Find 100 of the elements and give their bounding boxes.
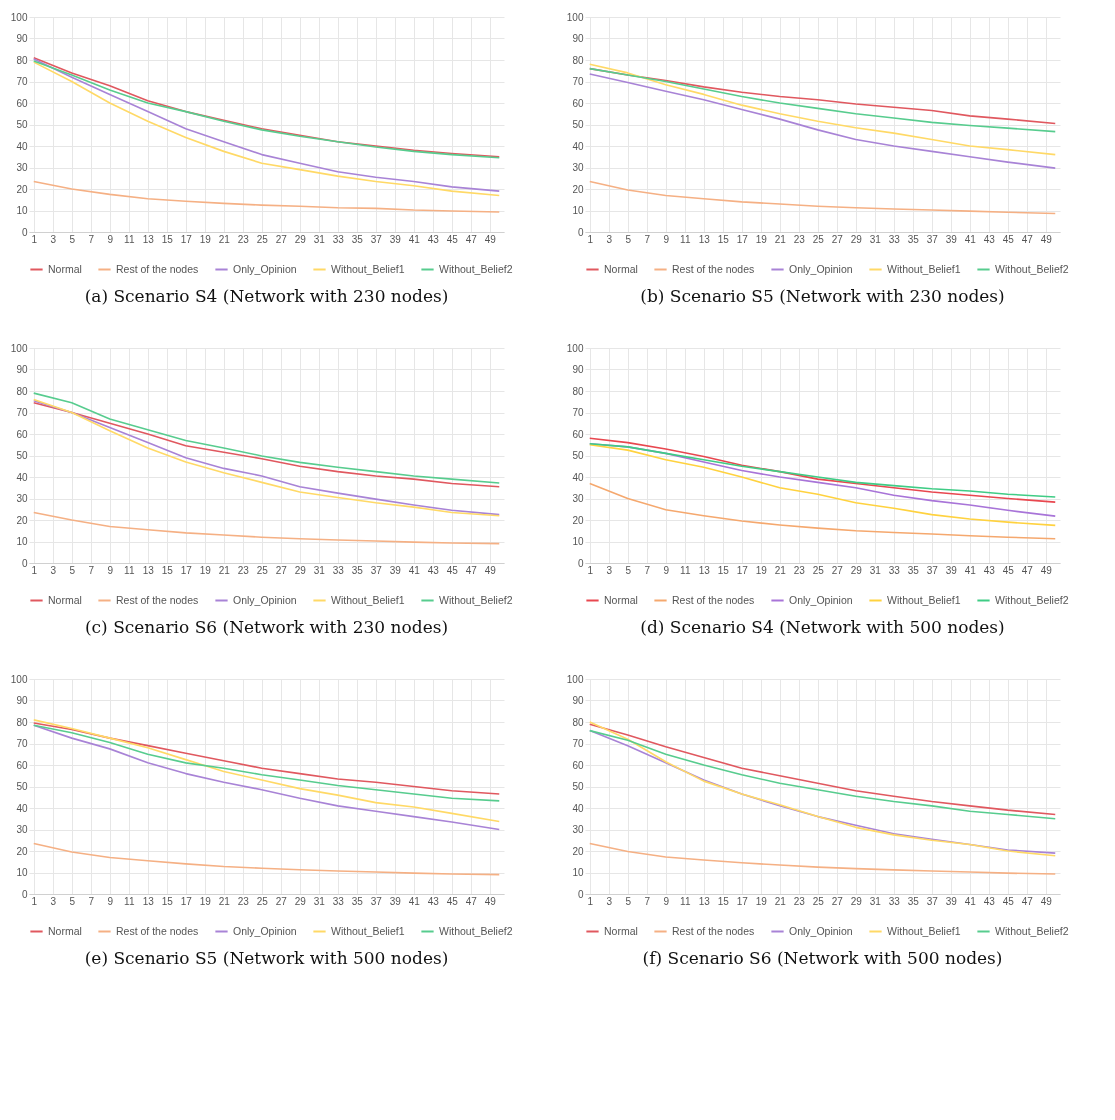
x-tick-label: 47	[1021, 895, 1034, 907]
x-tick-label: 29	[850, 895, 863, 907]
x-tick-label: 7	[88, 564, 95, 576]
text: (c) Scenario S6 (Network with 230 nodes)	[84, 617, 449, 637]
x-tick-label: 3	[606, 564, 613, 576]
x-tick-label: 49	[1040, 895, 1053, 907]
legend-label: Without_Belief1	[887, 593, 961, 606]
y-tick-label: 70	[16, 407, 28, 418]
y-tick-label: 0	[21, 557, 28, 569]
x-tick-label: 17	[736, 233, 749, 245]
x-tick-label: 25	[812, 233, 825, 245]
legend-label: Only_Opinion	[233, 262, 297, 275]
x-tick-label: 13	[698, 233, 711, 245]
x-tick-label: 13	[698, 895, 711, 907]
x-tick-label: 41	[964, 895, 977, 907]
x-tick-label: 23	[793, 564, 806, 576]
x-tick-label: 47	[465, 895, 478, 907]
x-tick-label: 41	[408, 233, 421, 245]
y-tick-label: 100	[10, 673, 28, 685]
x-tick-label: 39	[945, 233, 958, 245]
x-tick-label: 5	[69, 564, 76, 576]
y-tick-label: 30	[572, 493, 584, 504]
x-tick-label: 19	[755, 564, 768, 576]
x-tick-label: 11	[124, 564, 135, 576]
x-tick-label: 45	[1002, 895, 1015, 907]
line-series	[588, 842, 1057, 875]
y-tick-label: 90	[16, 33, 28, 44]
x-tick-label: 21	[774, 564, 787, 576]
x-tick-label: 35	[907, 895, 920, 907]
y-tick-label: 50	[572, 781, 584, 792]
x-tick-label: 35	[907, 233, 920, 245]
y-tick-label: 40	[572, 471, 584, 483]
legend-label: Without_Belief2	[995, 593, 1069, 606]
x-tick-label: 3	[50, 233, 57, 245]
x-tick-label: 39	[389, 895, 402, 907]
legend-label: Without_Belief1	[331, 262, 405, 275]
y-tick-label: 50	[572, 450, 584, 461]
x-tick-label: 5	[69, 895, 76, 907]
x-tick-label: 29	[850, 564, 863, 576]
legend-label: Normal	[48, 262, 82, 275]
y-tick-label: 20	[572, 845, 584, 857]
legend-label: Only_Opinion	[233, 924, 297, 937]
y-tick-label: 20	[572, 514, 584, 526]
x-tick-label: 37	[926, 233, 939, 245]
x-tick-label: 43	[983, 564, 996, 576]
y-tick-label: 90	[16, 364, 28, 375]
y-tick-label: 20	[572, 183, 584, 195]
x-tick-label: 49	[1040, 233, 1053, 245]
y-tick-label: 80	[572, 716, 584, 728]
y-tick-label: 10	[16, 867, 28, 878]
y-tick-label: 10	[572, 867, 584, 878]
legend-label: Normal	[48, 593, 82, 606]
x-tick-label: 21	[218, 564, 231, 576]
x-tick-label: 39	[945, 895, 958, 907]
x-tick-label: 27	[831, 895, 844, 907]
x-tick-label: 3	[606, 233, 613, 245]
x-tick-label: 13	[142, 564, 155, 576]
x-tick-label: 3	[50, 895, 57, 907]
legend-label: Without_Belief1	[887, 924, 961, 937]
x-tick-label: 35	[351, 233, 364, 245]
x-tick-label: 23	[793, 895, 806, 907]
x-tick-label: 23	[237, 233, 250, 245]
y-tick-label: 30	[572, 162, 584, 173]
y-tick-label: 30	[16, 824, 28, 835]
y-tick-label: 90	[572, 33, 584, 44]
x-tick-label: 21	[218, 233, 231, 245]
y-tick-label: 80	[16, 54, 28, 66]
x-tick-label: 17	[180, 564, 193, 576]
x-tick-label: 15	[161, 233, 174, 245]
x-tick-label: 13	[698, 564, 711, 576]
x-tick-label: 33	[332, 233, 345, 245]
x-tick-label: 13	[142, 895, 155, 907]
y-tick-label: 70	[572, 407, 584, 418]
x-tick-label: 29	[850, 233, 863, 245]
x-tick-label: 43	[427, 233, 440, 245]
text: (f) Scenario S6 (Network with 500 nodes)	[642, 948, 1003, 968]
y-tick-label: 90	[572, 364, 584, 375]
legend-label: Without_Belief2	[439, 262, 513, 275]
x-tick-label: 1	[587, 564, 594, 576]
y-tick-label: 70	[16, 738, 28, 749]
x-tick-label: 25	[256, 564, 269, 576]
legend-label: Only_Opinion	[789, 262, 853, 275]
x-tick-label: 47	[1021, 564, 1034, 576]
x-tick-label: 45	[446, 233, 459, 245]
x-tick-label: 9	[107, 233, 114, 245]
x-tick-label: 23	[793, 233, 806, 245]
text: (a) Scenario S4 (Network with 230 nodes)	[84, 286, 449, 306]
y-tick-label: 30	[16, 493, 28, 504]
x-tick-label: 41	[964, 233, 977, 245]
x-tick-label: 15	[161, 895, 174, 907]
x-tick-label: 27	[275, 564, 288, 576]
x-tick-label: 37	[926, 564, 939, 576]
legend-label: Normal	[604, 924, 638, 937]
x-tick-label: 25	[256, 233, 269, 245]
x-tick-label: 49	[1040, 564, 1053, 576]
legend-label: Without_Belief1	[331, 924, 405, 937]
x-tick-label: 27	[831, 233, 844, 245]
x-tick-label: 19	[199, 895, 212, 907]
x-tick-label: 15	[717, 895, 730, 907]
legend-label: Only_Opinion	[233, 593, 297, 606]
